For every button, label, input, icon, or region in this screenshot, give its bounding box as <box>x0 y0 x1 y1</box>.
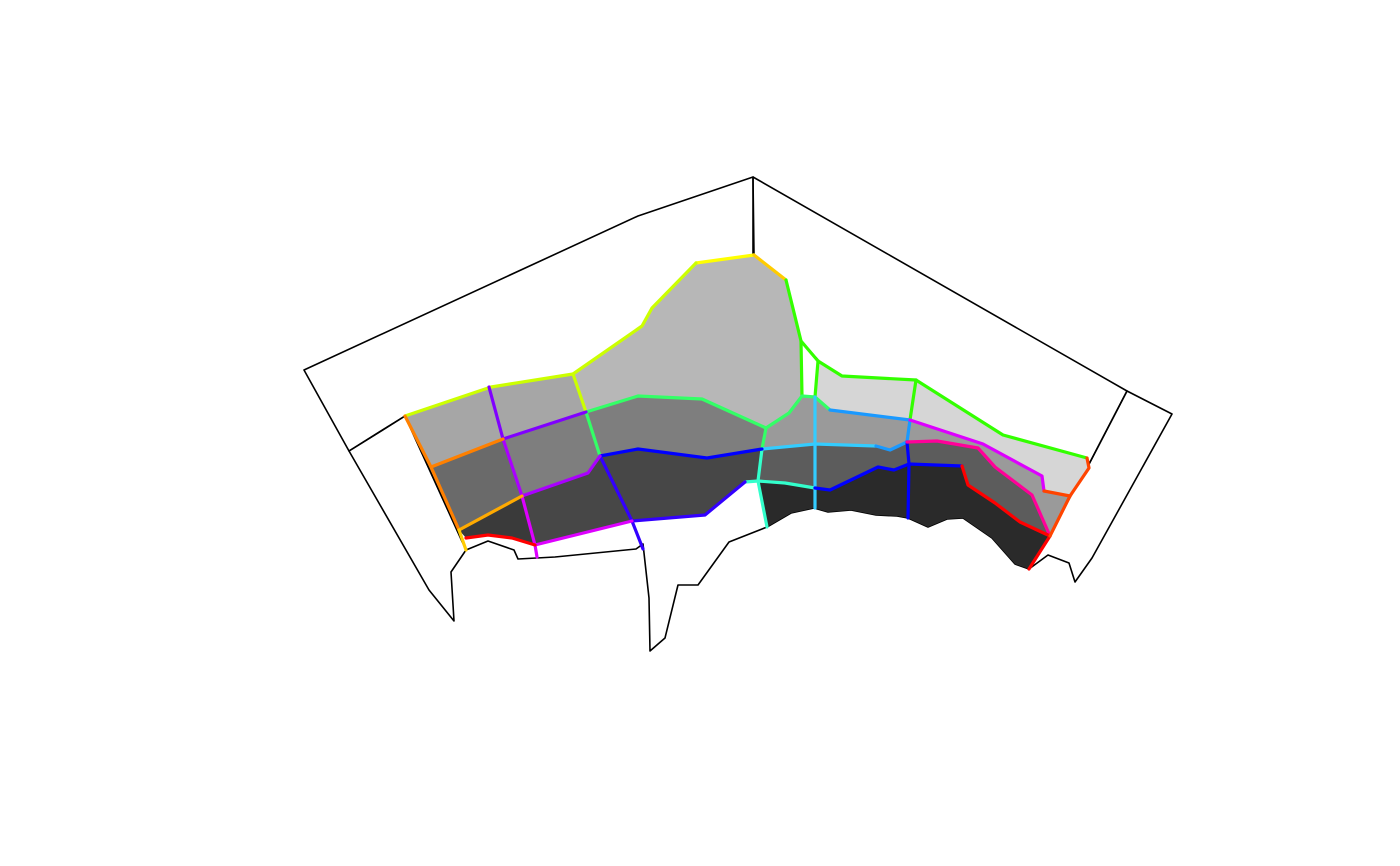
surface-facet <box>573 255 802 428</box>
contour-edge-azure <box>874 418 912 452</box>
contour-edge-orange <box>429 465 461 532</box>
contour-edges <box>403 253 1091 571</box>
contour-edge-yellow <box>694 253 756 265</box>
contour-edge-cyan <box>760 442 878 451</box>
surface-facet <box>758 441 1050 536</box>
contour-edge-purple <box>501 437 602 498</box>
contour-edge-azure <box>828 408 912 422</box>
contour-edge-green <box>813 359 820 399</box>
contour-edge-orange-red <box>1048 494 1072 538</box>
contour-edge-spring-green <box>584 394 832 430</box>
contour-edge-turquoise <box>756 447 764 483</box>
contour-edge-yellow-green <box>403 372 575 418</box>
contour-edge-orange-red <box>1068 456 1091 498</box>
contour-edge-yellow-green <box>571 372 588 414</box>
contour-edge-red <box>960 464 1052 538</box>
contour-edge-blue <box>598 447 764 460</box>
contour-edge-spring-green <box>760 426 768 451</box>
contour-edge-gold <box>457 528 468 552</box>
surface-facet <box>762 396 1070 536</box>
contour-edge-yellow-green <box>571 261 698 376</box>
contour-edge-violet <box>487 385 505 441</box>
contour-edge-turquoise <box>756 479 769 529</box>
contour-edge-blue <box>813 462 964 492</box>
contour-edge-gold <box>752 253 788 282</box>
contour-edge-spring-green <box>584 410 602 458</box>
surface-facet <box>459 496 535 545</box>
contour-edge-green <box>908 378 918 422</box>
contour-edge-red <box>464 533 537 547</box>
surface-facet <box>815 361 1089 496</box>
surface-facet <box>405 374 586 467</box>
contour-edge-indigo <box>630 480 747 523</box>
contour-edge-violet <box>501 410 588 441</box>
surface-facet <box>522 449 762 545</box>
contour-edge-magenta <box>533 519 634 547</box>
contour-edge-blue <box>905 440 911 520</box>
contour-edge-turquoise <box>743 479 817 490</box>
surface-facet <box>503 396 766 496</box>
contour-edge-magenta <box>908 418 1046 493</box>
contour-edge-orange-red <box>1042 489 1072 498</box>
contour-edge-red <box>1027 534 1052 571</box>
contour-edge-pink <box>905 439 1052 538</box>
contour-edge-green <box>799 339 1089 460</box>
contour-edge-amber <box>457 494 524 532</box>
